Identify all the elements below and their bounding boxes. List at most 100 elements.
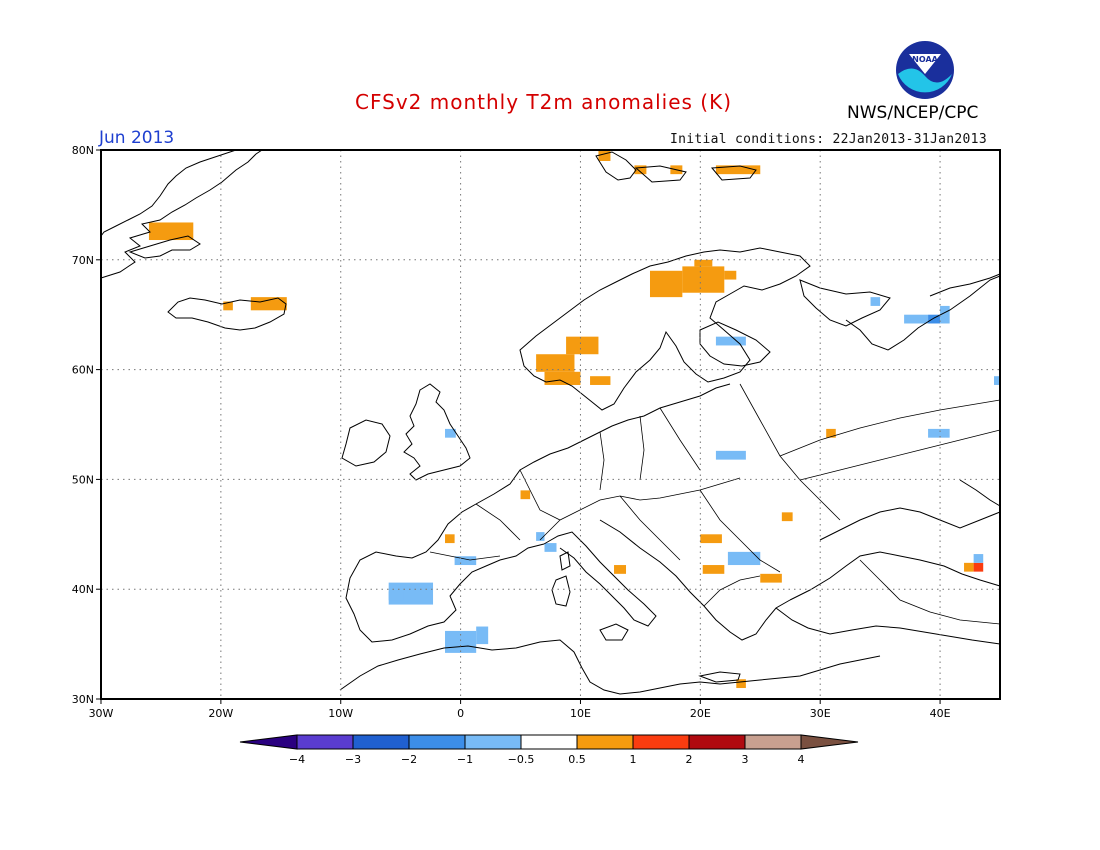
coastline-balkans — [599, 519, 791, 641]
anomaly-cell-21 — [781, 512, 793, 522]
colorbar-label-5: 0.5 — [568, 753, 586, 766]
tick-label-lon-3: 0 — [457, 707, 464, 720]
colorbar-box-5 — [576, 734, 634, 750]
coastline-greenland-east — [128, 235, 201, 259]
colorbar-box-8 — [744, 734, 802, 750]
coastline-white-sea — [845, 275, 1001, 351]
anomaly-cell-39 — [928, 314, 941, 324]
anomaly-cell-38 — [904, 314, 929, 324]
tick-label-lat-1: 40N — [72, 583, 94, 596]
chart-title: CFSv2 monthly T2m anomalies (K) — [355, 90, 732, 114]
colorbar-label-6: 1 — [630, 753, 637, 766]
colorbar-label-2: −2 — [401, 753, 417, 766]
anomaly-cell-28 — [445, 428, 456, 438]
coastline-kanin — [929, 273, 1001, 297]
anomaly-cell-26 — [715, 336, 746, 346]
map-tick-labels: 30W 20W 10W 0 10E 20E 30E 40E 30N 40N 50N 60N 70N 80N — [72, 144, 951, 720]
coastline-scandinavia — [519, 247, 811, 411]
coastline-caspian — [959, 479, 1001, 507]
colorbar-box-0 — [296, 734, 354, 750]
anomaly-cell-3 — [715, 165, 761, 175]
colorbar-boxes — [239, 734, 859, 750]
colorbar-label-0: −4 — [289, 753, 305, 766]
coastline-svalbard — [595, 151, 637, 181]
anomaly-cell-41 — [928, 428, 950, 438]
coastline-crete — [698, 671, 741, 683]
anomaly-cell-5 — [223, 301, 233, 311]
colorbar-label-1: −3 — [345, 753, 361, 766]
anomaly-cell-32 — [727, 551, 761, 566]
tick-label-lon-5: 20E — [690, 707, 711, 720]
anomaly-cell-11 — [566, 336, 599, 355]
anomaly-cell-37 — [870, 297, 881, 306]
anomaly-cell-7 — [649, 270, 683, 298]
anomaly-cell-9 — [724, 270, 737, 280]
tick-label-lon-1: 20W — [208, 707, 233, 720]
coastline-sardinia — [551, 575, 571, 607]
anomaly-cell-10 — [694, 259, 713, 267]
country-borders — [429, 383, 1001, 625]
logo-text: NOAA — [912, 55, 938, 64]
coastline-greenland — [100, 149, 264, 279]
tick-label-lat-5: 80N — [72, 144, 94, 157]
anomaly-cell-1 — [634, 165, 647, 175]
colorbar-high-cap — [800, 734, 859, 750]
tick-label-lon-0: 30W — [89, 707, 114, 720]
colorbar-box-4 — [520, 734, 578, 750]
anomaly-cell-25 — [973, 562, 984, 572]
coastline-great-britain — [403, 383, 471, 481]
coastline-black-sea — [789, 507, 1001, 601]
colorbar-label-3: −1 — [457, 753, 473, 766]
logo-wave — [898, 68, 952, 93]
initial-conditions-label: Initial conditions: 22Jan2013-31Jan2013 — [670, 132, 987, 147]
anomaly-cell-42 — [994, 376, 1000, 385]
tick-label-lon-7: 40E — [930, 707, 951, 720]
coastline-corsica — [559, 551, 571, 571]
tick-label-lat-4: 70N — [72, 254, 94, 267]
colorbar-box-1 — [352, 734, 410, 750]
coastline-finland — [699, 321, 771, 367]
coastline-ireland — [341, 419, 391, 467]
anomaly-cell-20 — [760, 573, 782, 583]
colorbar-low-cap — [239, 734, 298, 750]
anomaly-cell-31 — [454, 556, 477, 566]
anomaly-cell-24 — [964, 562, 974, 572]
anomaly-cell-19 — [702, 565, 725, 574]
coastline-north-africa — [339, 639, 881, 695]
anomaly-cell-22 — [826, 428, 836, 438]
anomaly-cell-16 — [445, 534, 455, 544]
anomaly-cell-18 — [700, 534, 722, 544]
map-frame — [100, 149, 1001, 700]
anomaly-cell-36 — [476, 626, 489, 645]
tick-label-lon-6: 30E — [810, 707, 831, 720]
anomaly-cell-43 — [973, 554, 984, 563]
anomaly-cell-34 — [388, 591, 404, 601]
anomaly-cell-4 — [148, 222, 194, 241]
coastline-turkey — [775, 607, 1001, 645]
colorbar-box-7 — [688, 734, 746, 750]
tick-label-lat-3: 60N — [72, 364, 94, 377]
anomaly-cell-6 — [250, 297, 287, 311]
coastline-iceland — [167, 297, 287, 331]
coastline-sicily — [599, 623, 629, 641]
colorbar-box-2 — [408, 734, 466, 750]
anomaly-cell-13 — [544, 371, 581, 385]
anomaly-cell-0 — [598, 150, 611, 161]
colorbar-label-9: 4 — [798, 753, 805, 766]
coastline-svalbard-east — [634, 165, 687, 183]
map-gridlines — [96, 149, 1000, 704]
colorbar-label-7: 2 — [686, 753, 693, 766]
tick-label-lat-0: 30N — [72, 693, 94, 706]
tick-label-lat-2: 50N — [72, 473, 94, 486]
anomaly-cell-15 — [520, 490, 531, 500]
tick-label-lon-2: 10W — [328, 707, 353, 720]
coastline-kola — [799, 279, 891, 327]
colorbar-box-3 — [464, 734, 522, 750]
coastline-italy — [543, 531, 657, 627]
anomaly-cell-8 — [682, 266, 725, 293]
colorbar-labels: −4 −3 −2 −1 −0.5 0.5 1 2 3 4 — [289, 753, 805, 766]
logo-bird — [909, 54, 941, 74]
anomaly-cell-23 — [736, 679, 746, 689]
month-label: Jun 2013 — [99, 128, 175, 148]
